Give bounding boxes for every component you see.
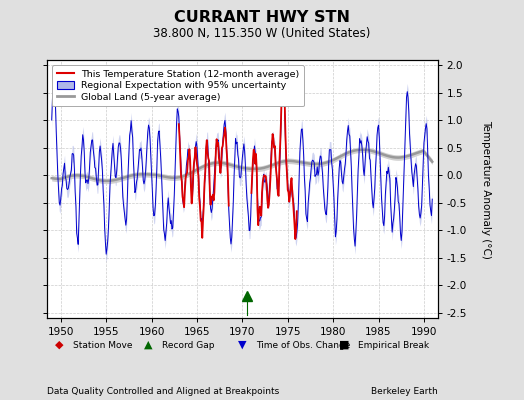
Text: Empirical Break: Empirical Break bbox=[357, 340, 429, 350]
Legend: This Temperature Station (12-month average), Regional Expectation with 95% uncer: This Temperature Station (12-month avera… bbox=[52, 65, 304, 106]
Text: ▲: ▲ bbox=[145, 340, 153, 350]
Text: Record Gap: Record Gap bbox=[162, 340, 215, 350]
Text: CURRANT HWY STN: CURRANT HWY STN bbox=[174, 10, 350, 26]
Text: Time of Obs. Change: Time of Obs. Change bbox=[256, 340, 351, 350]
Text: ■: ■ bbox=[339, 340, 349, 350]
Text: Data Quality Controlled and Aligned at Breakpoints: Data Quality Controlled and Aligned at B… bbox=[47, 387, 279, 396]
Text: 38.800 N, 115.350 W (United States): 38.800 N, 115.350 W (United States) bbox=[154, 28, 370, 40]
Text: ◆: ◆ bbox=[54, 340, 63, 350]
Text: ▼: ▼ bbox=[238, 340, 247, 350]
Text: Station Move: Station Move bbox=[72, 340, 132, 350]
Y-axis label: Temperature Anomaly (°C): Temperature Anomaly (°C) bbox=[481, 120, 491, 258]
Text: Berkeley Earth: Berkeley Earth bbox=[371, 387, 438, 396]
